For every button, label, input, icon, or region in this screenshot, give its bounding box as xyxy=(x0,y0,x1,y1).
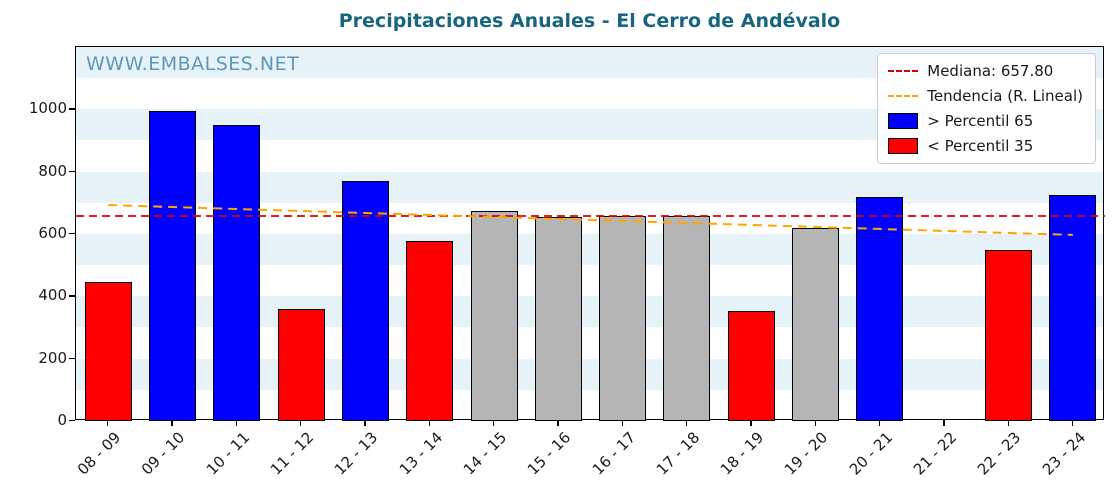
reference-lines xyxy=(76,204,1105,236)
x-tick-label: 20 - 21 xyxy=(845,428,896,479)
y-tick-mark xyxy=(69,108,75,110)
legend-item-trend: Tendencia (R. Lineal) xyxy=(888,87,1083,105)
legend-trend-label: Tendencia (R. Lineal) xyxy=(927,87,1083,105)
bar-18-19 xyxy=(727,311,775,421)
y-tick-label: 0 xyxy=(57,411,67,429)
bar-11-12 xyxy=(277,308,325,421)
x-tick-mark xyxy=(1071,420,1074,426)
y-tick-mark xyxy=(69,295,75,297)
bar-14-15 xyxy=(470,210,518,421)
x-tick-label: 22 - 23 xyxy=(974,428,1025,479)
x-tick-label: 08 - 09 xyxy=(73,428,125,479)
bar-16-17 xyxy=(599,215,647,421)
y-tick-label: 800 xyxy=(38,161,67,180)
x-tick-mark xyxy=(557,420,559,426)
x-tick-mark xyxy=(1007,420,1009,426)
x-tick-label: 14 - 15 xyxy=(459,428,511,479)
watermark: WWW.EMBALSES.NET xyxy=(86,53,300,75)
x-tick-label: 09 - 10 xyxy=(138,428,189,479)
x-tick-mark xyxy=(428,420,431,426)
legend: Mediana: 657.80 Tendencia (R. Lineal) > … xyxy=(877,53,1096,164)
bar-20-21 xyxy=(856,196,904,421)
y-tick-label: 600 xyxy=(38,224,67,242)
x-tick-label: 23 - 24 xyxy=(1038,428,1089,479)
x-tick-label: 18 - 19 xyxy=(717,428,768,479)
bar-13-14 xyxy=(406,240,454,421)
y-tick-mark xyxy=(69,357,75,359)
legend-median-label: Mediana: 657.80 xyxy=(927,62,1054,80)
y-tick-label: 400 xyxy=(38,286,67,305)
trend-dashed-line-swatch xyxy=(888,95,919,97)
below-percentile-swatch xyxy=(888,138,919,154)
bar-15-16 xyxy=(534,216,582,421)
x-tick-label: 19 - 20 xyxy=(781,428,832,479)
legend-item-above-percentile: > Percentil 65 xyxy=(888,112,1083,130)
trend-line xyxy=(108,204,1073,236)
median-dashed-line-swatch xyxy=(888,70,919,72)
y-tick-mark xyxy=(69,420,75,422)
x-tick-label: 21 - 22 xyxy=(909,428,961,479)
x-tick-mark xyxy=(235,420,238,426)
x-tick-label: 13 - 14 xyxy=(395,428,446,479)
x-tick-mark xyxy=(171,420,173,426)
bar-19-20 xyxy=(792,227,840,421)
bar-23-24 xyxy=(1049,195,1097,421)
plot-area: WWW.EMBALSES.NET Mediana: 657.80 Tendenc… xyxy=(75,46,1105,421)
bar-22-23 xyxy=(985,250,1033,421)
legend-above-label: > Percentil 65 xyxy=(927,112,1034,130)
bar-17-18 xyxy=(663,216,711,421)
x-tick-label: 10 - 11 xyxy=(202,428,253,479)
x-tick-mark xyxy=(300,420,302,426)
legend-item-median: Mediana: 657.80 xyxy=(888,62,1083,80)
above-percentile-swatch xyxy=(888,113,919,129)
legend-below-label: < Percentil 35 xyxy=(927,137,1034,155)
x-tick-mark xyxy=(943,420,945,426)
x-tick-mark xyxy=(493,420,495,426)
x-tick-mark xyxy=(750,420,752,426)
x-tick-label: 15 - 16 xyxy=(524,428,575,479)
x-tick-label: 12 - 13 xyxy=(331,428,382,479)
bar-12-13 xyxy=(341,181,389,421)
y-tick-label: 1000 xyxy=(28,99,67,118)
x-tick-mark xyxy=(878,420,881,426)
y-tick-label: 200 xyxy=(38,348,67,367)
x-tick-mark xyxy=(814,420,816,426)
bar-10-11 xyxy=(213,124,261,421)
x-tick-label: 17 - 18 xyxy=(652,428,703,479)
y-tick-mark xyxy=(69,233,75,235)
x-tick-label: 16 - 17 xyxy=(588,428,639,479)
chart-title: Precipitaciones Anuales - El Cerro de An… xyxy=(338,10,841,32)
x-tick-mark xyxy=(621,420,623,426)
legend-item-below-percentile: < Percentil 35 xyxy=(888,137,1083,155)
x-tick-mark xyxy=(107,420,109,426)
x-tick-mark xyxy=(685,420,688,426)
y-tick-mark xyxy=(69,170,75,172)
x-tick-mark xyxy=(364,420,366,426)
x-tick-label: 11 - 12 xyxy=(266,428,318,479)
bar-09-10 xyxy=(148,110,196,421)
bar-08-09 xyxy=(84,282,132,421)
